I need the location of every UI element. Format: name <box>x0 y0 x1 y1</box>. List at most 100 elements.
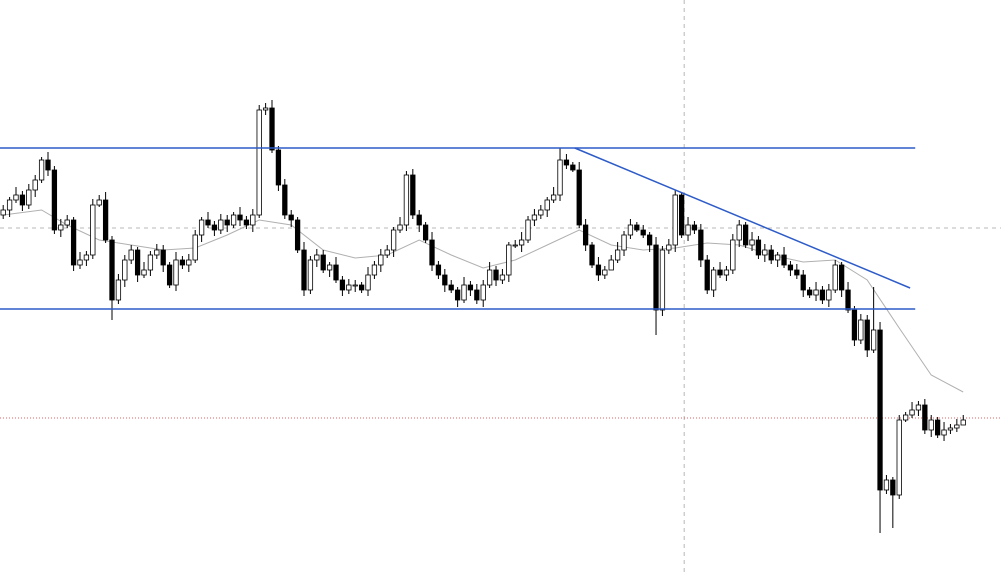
candle-body <box>275 149 282 186</box>
candle-body <box>346 284 352 291</box>
candle-body <box>557 159 563 196</box>
candle-body <box>909 409 915 416</box>
candle-body <box>864 319 870 351</box>
candle-body <box>960 419 966 426</box>
candle-body <box>646 234 653 246</box>
candle-body <box>224 219 230 226</box>
candle-body <box>96 199 102 206</box>
candle-body <box>77 259 83 266</box>
candle-body <box>723 269 730 276</box>
candle-body <box>838 264 845 291</box>
candle-body <box>205 219 211 226</box>
candle-body <box>320 254 326 271</box>
candle-body <box>339 279 346 291</box>
candle-body <box>685 224 691 236</box>
candle-body <box>6 199 13 211</box>
candle-body <box>230 214 237 226</box>
candle-body <box>710 269 717 291</box>
candle-body <box>698 229 704 261</box>
candle-body <box>454 289 461 301</box>
candle-body <box>256 109 262 216</box>
candle-body <box>762 249 768 256</box>
candle-body <box>243 219 250 226</box>
candle-body <box>531 214 538 221</box>
candle-body <box>352 284 358 287</box>
candle-body <box>410 174 416 216</box>
candle-body <box>813 289 819 296</box>
candle-body <box>58 224 64 231</box>
candle-body <box>915 404 922 411</box>
candle-body <box>659 249 666 311</box>
candle-body <box>326 264 333 271</box>
candle-body <box>666 244 672 251</box>
candle-body <box>896 419 902 496</box>
candle-body <box>26 189 32 206</box>
candle-body <box>691 224 698 231</box>
candle-body <box>755 239 762 256</box>
candle-body <box>947 427 954 431</box>
candle-body <box>845 289 851 311</box>
candle-body <box>294 219 301 251</box>
candle-body <box>800 274 806 291</box>
candle-body <box>262 107 269 111</box>
candle-body <box>672 194 678 246</box>
candle-body <box>640 229 646 236</box>
candle-body <box>954 424 960 429</box>
candle-body <box>154 249 160 256</box>
candle-body <box>512 244 518 247</box>
candle-body <box>877 329 883 491</box>
candle-body <box>0 209 6 216</box>
candle-body <box>397 224 403 231</box>
candle-body <box>550 194 557 201</box>
candle-body <box>576 169 582 226</box>
candle-body <box>781 254 787 266</box>
candle-body <box>435 264 442 276</box>
candle-body <box>122 259 128 281</box>
candle-body <box>826 289 832 301</box>
candle-body <box>928 419 934 431</box>
candle-body <box>634 224 640 231</box>
candle-body <box>237 214 243 221</box>
candle-body <box>390 229 397 251</box>
candle-body <box>307 259 314 291</box>
candle-body <box>493 269 499 281</box>
candle-body <box>147 254 154 271</box>
candle-body <box>211 224 218 231</box>
candle-body <box>806 289 813 296</box>
candle-body <box>774 254 781 261</box>
candle-body <box>365 274 371 291</box>
candle-body <box>717 269 723 276</box>
trend-line <box>574 147 911 289</box>
candle-body <box>384 249 390 256</box>
candle-body <box>602 269 608 276</box>
candle-body <box>64 219 70 226</box>
candle-body <box>314 254 320 261</box>
candle-body <box>595 264 602 276</box>
candle-body <box>83 254 90 261</box>
candle-body <box>544 199 550 211</box>
candle-body <box>525 219 531 241</box>
candle-body <box>333 264 339 281</box>
candle-body <box>787 264 794 271</box>
candle-body <box>467 284 474 291</box>
candle-body <box>301 249 307 291</box>
candle-body <box>704 259 710 291</box>
candle-body <box>166 264 173 286</box>
candle-body <box>749 239 755 246</box>
candle-body <box>608 259 614 271</box>
candle-body <box>358 284 365 291</box>
candle-body <box>832 264 838 291</box>
candle-body <box>51 169 58 231</box>
candle-body <box>218 219 224 231</box>
candle-body <box>486 269 493 286</box>
candle-body <box>922 404 928 431</box>
candle-body <box>518 239 525 246</box>
candle-body <box>941 429 947 436</box>
candle-body <box>186 259 192 266</box>
candle-body <box>742 224 749 246</box>
candle-body <box>371 264 378 276</box>
candle-body <box>678 194 685 236</box>
candle-body <box>45 159 51 171</box>
candle-body <box>134 249 141 276</box>
candle-body <box>890 479 896 496</box>
